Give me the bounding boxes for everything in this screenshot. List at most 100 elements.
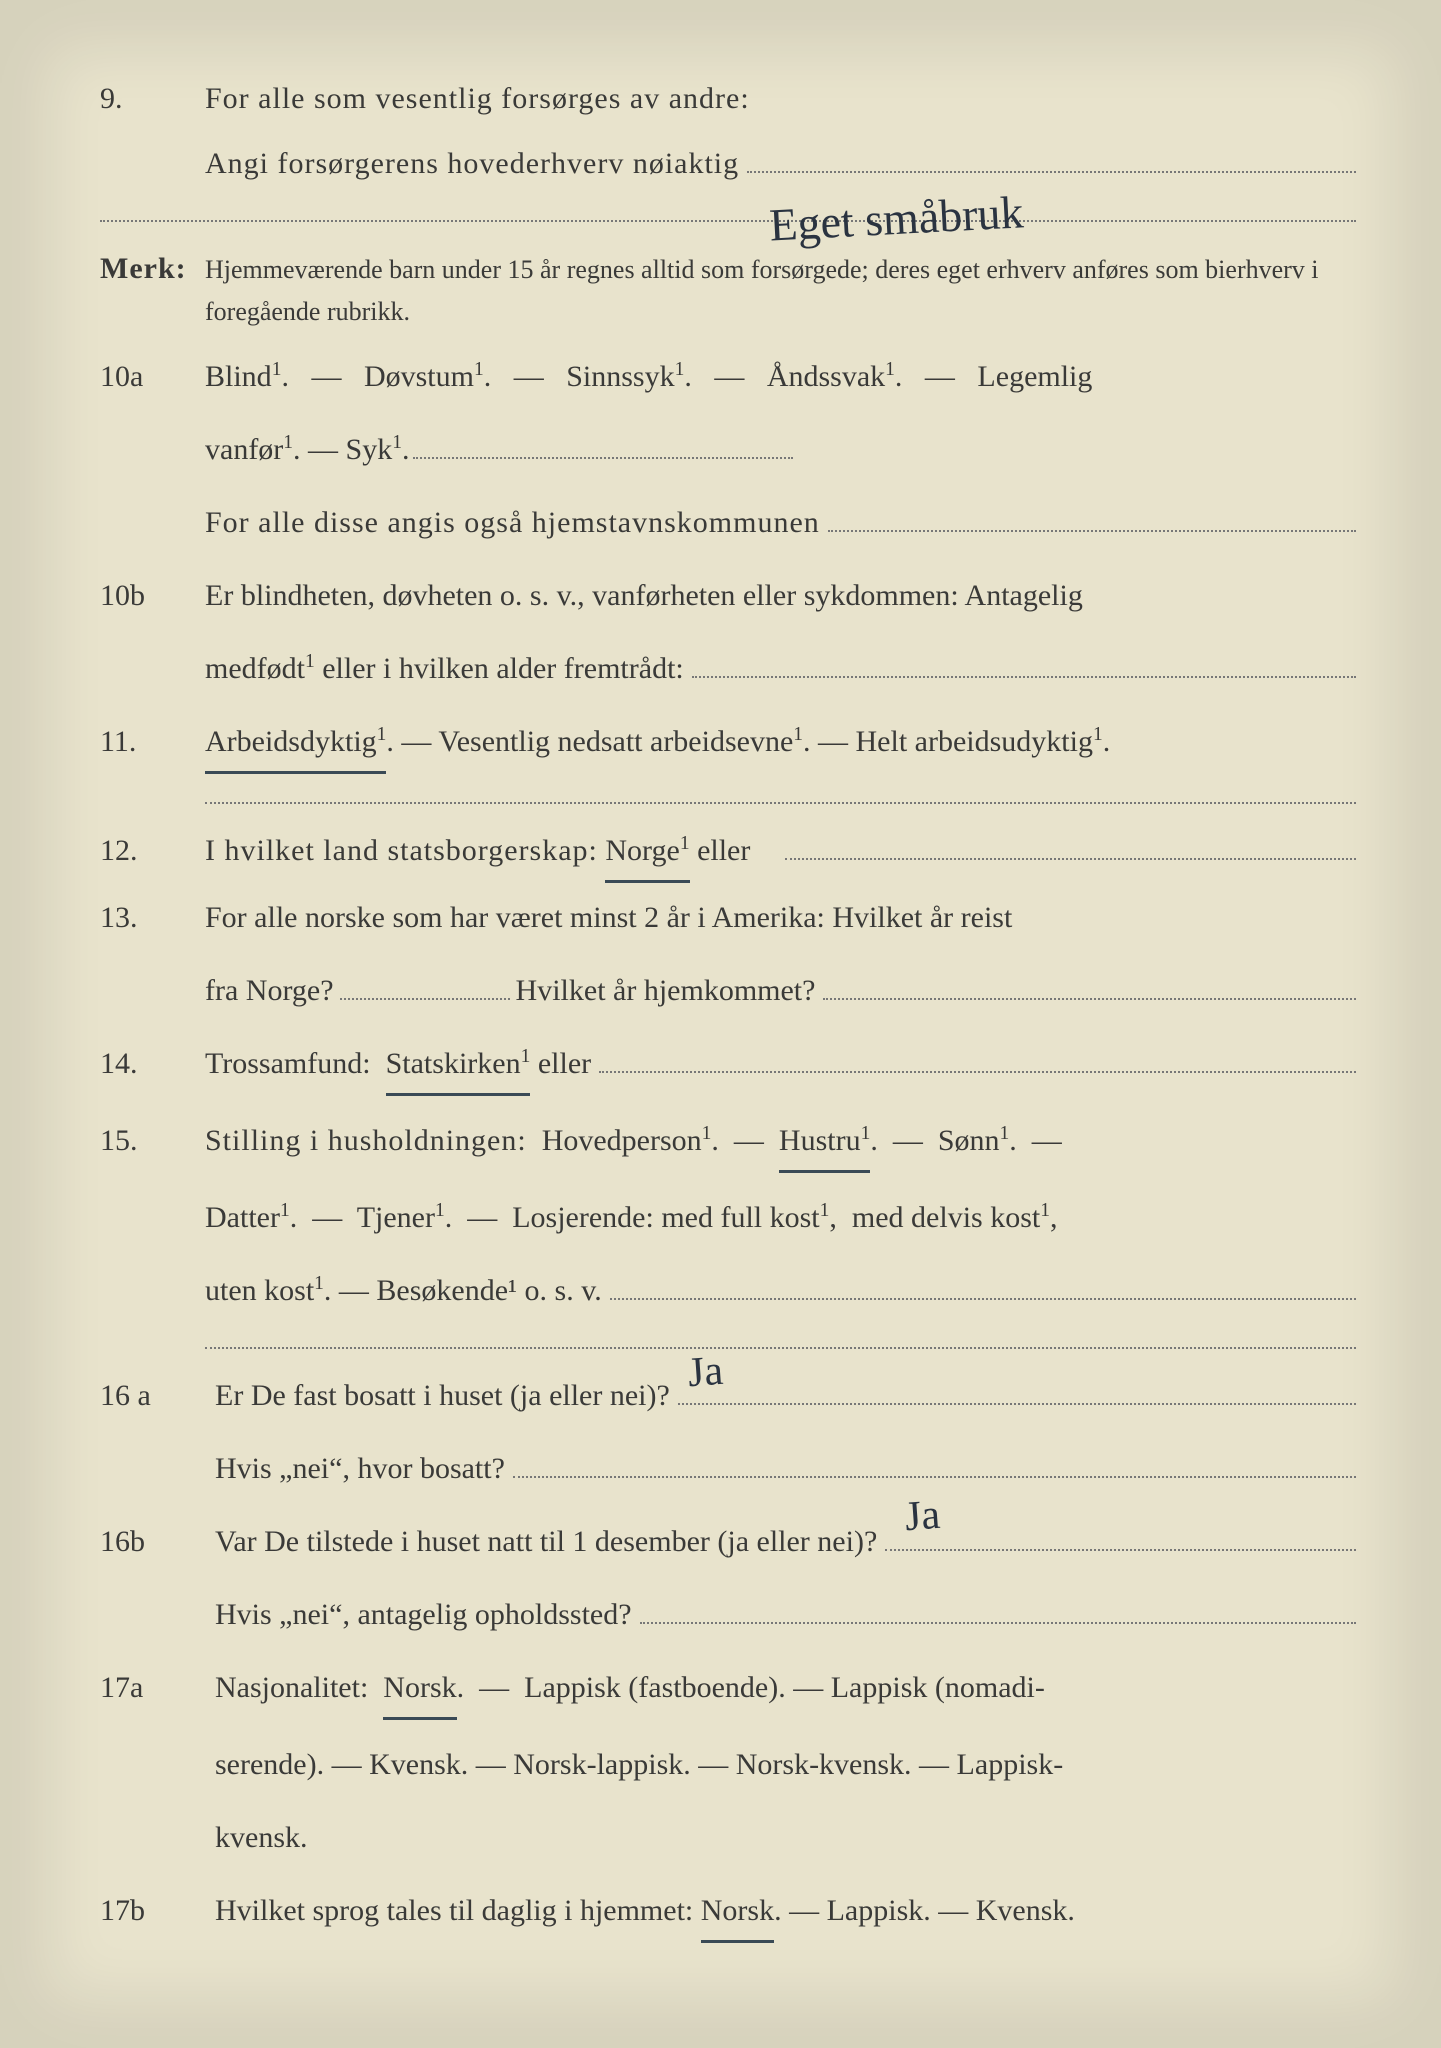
question-11: 11. Arbeidsdyktig1. — Vesentlig nedsatt … xyxy=(100,713,1356,774)
opt-tjener[interactable]: Tjener1. xyxy=(357,1201,453,1234)
q9-line1: For alle som vesentlig forsørges av andr… xyxy=(205,70,1356,127)
q16a-line2: Hvis „nei“, hvor bosatt? xyxy=(215,1440,505,1497)
q10b-line1: Er blindheten, døvheten o. s. v., vanfør… xyxy=(205,567,1356,624)
opt-legemlig[interactable]: Legemlig xyxy=(977,360,1092,393)
opt-arbeidsdyktig[interactable]: Arbeidsdyktig1 xyxy=(205,713,386,774)
q16a-line2-row: Hvis „nei“, hvor bosatt? xyxy=(100,1440,1356,1497)
q9-answer-field[interactable]: Eget småbruk xyxy=(747,171,1356,173)
q16b-answer: Ja xyxy=(903,1476,943,1558)
opt-udyktig[interactable]: Helt arbeidsudyktig1. xyxy=(856,725,1111,758)
fill-line[interactable] xyxy=(828,530,1356,532)
q16a-question: Er De fast bosatt i huset (ja eller nei)… xyxy=(215,1367,670,1424)
q10a-line2: vanfør1. — Syk1. xyxy=(100,421,1356,478)
q10b-line2: medfødt1 eller i hvilken alder fremtrådt… xyxy=(205,640,684,697)
q10a-number: 10a xyxy=(100,348,205,405)
q17b-body: Hvilket sprog tales til daglig i hjemmet… xyxy=(215,1882,1356,1943)
question-10b: 10b Er blindheten, døvheten o. s. v., va… xyxy=(100,567,1356,624)
q16a-number: 16 a xyxy=(100,1367,215,1424)
q16a-answer-field[interactable]: Ja xyxy=(678,1403,1356,1405)
q16b-line2-row: Hvis „nei“, antagelig opholdssted? xyxy=(100,1586,1356,1643)
q10b-number: 10b xyxy=(100,567,205,624)
opt-statskirken[interactable]: Statskirken1 xyxy=(386,1035,531,1096)
q16a-answer: Ja xyxy=(685,1332,725,1414)
q16b-question: Var De tilstede i huset natt til 1 desem… xyxy=(215,1513,877,1570)
opt-nedsatt[interactable]: Vesentlig nedsatt arbeidsevne1. xyxy=(438,725,810,758)
question-13: 13. For alle norske som har været minst … xyxy=(100,889,1356,946)
divider xyxy=(100,220,1356,222)
q12-number: 12. xyxy=(100,822,205,879)
q15-line1: Stilling i husholdningen: Hovedperson1. … xyxy=(205,1112,1356,1173)
or-text: eller xyxy=(538,1035,591,1092)
fill-line[interactable] xyxy=(413,429,793,459)
q15-number: 15. xyxy=(100,1112,205,1169)
q12-body: I hvilket land statsborgerskap: Norge1 e… xyxy=(205,822,777,883)
question-15: 15. Stilling i husholdningen: Hovedperso… xyxy=(100,1112,1356,1173)
opt-datter[interactable]: Datter1. xyxy=(205,1201,297,1234)
opt-besokende[interactable]: Besøkende¹ o. s. v. xyxy=(376,1262,601,1319)
q13-hjemkommet: Hvilket år hjemkommet? xyxy=(516,962,816,1019)
q14-number: 14. xyxy=(100,1035,205,1092)
q11-body: Arbeidsdyktig1. — Vesentlig nedsatt arbe… xyxy=(205,713,1356,774)
opt-hovedperson[interactable]: Hovedperson1. xyxy=(542,1124,719,1157)
fill-line[interactable] xyxy=(785,858,1357,860)
q14-label: Trossamfund: xyxy=(205,1035,371,1092)
fill-line[interactable] xyxy=(692,676,1356,678)
q12-label: I hvilket land statsborgerskap: xyxy=(205,834,598,867)
question-16a: 16 a Er De fast bosatt i huset (ja eller… xyxy=(100,1367,1356,1424)
opt-losjerende-full[interactable]: Losjerende: med full kost1, xyxy=(512,1201,837,1234)
q17a-line1: Nasjonalitet: Norsk. — Lappisk (fastboen… xyxy=(215,1659,1356,1720)
or-text: eller xyxy=(697,834,750,867)
q17a-number: 17a xyxy=(100,1659,215,1716)
opt-norsk[interactable]: Norsk xyxy=(383,1659,456,1720)
question-16b: 16b Var De tilstede i huset natt til 1 d… xyxy=(100,1513,1356,1570)
q13-line1: For alle norske som har været minst 2 år… xyxy=(205,889,1356,946)
divider xyxy=(205,1347,1356,1349)
opt-norge[interactable]: Norge1 xyxy=(605,822,689,883)
q10a-line3: For alle disse angis også hjemstavnskomm… xyxy=(205,494,820,551)
opt-uten-kost[interactable]: uten kost1. xyxy=(205,1262,331,1319)
q17a-line2: serende). — Kvensk. — Norsk-lappisk. — N… xyxy=(100,1736,1356,1793)
q10a-line1: Blind1. — Døvstum1. — Sinnssyk1. — Åndss… xyxy=(205,348,1356,405)
merk-label: Merk: xyxy=(100,240,205,297)
question-17a: 17a Nasjonalitet: Norsk. — Lappisk (fast… xyxy=(100,1659,1356,1720)
q17b-rest: — Lappisk. — Kvensk. xyxy=(789,1894,1075,1927)
opt-vanfor[interactable]: vanfør1. xyxy=(205,421,301,478)
fill-line[interactable] xyxy=(599,1071,1356,1073)
q9-answer: Eget småbruk xyxy=(767,168,1021,183)
opt-dovstum[interactable]: Døvstum1. xyxy=(364,360,491,393)
question-17b: 17b Hvilket sprog tales til daglig i hje… xyxy=(100,1882,1356,1943)
q17a-label: Nasjonalitet: xyxy=(215,1671,368,1704)
opt-sinnssyk[interactable]: Sinnssyk1. xyxy=(566,360,692,393)
divider xyxy=(205,802,1356,804)
question-10a: 10a Blind1. — Døvstum1. — Sinnssyk1. — Å… xyxy=(100,348,1356,405)
opt-hustru[interactable]: Hustru1 xyxy=(779,1112,870,1173)
q13-number: 13. xyxy=(100,889,205,946)
q9-line2-row: Angi forsørgerens hovederhverv nøiaktig … xyxy=(100,135,1356,192)
opt-norsk-lang[interactable]: Norsk xyxy=(701,1882,774,1943)
q15-line3: uten kost1. — Besøkende¹ o. s. v. xyxy=(100,1262,1356,1319)
opt-sonn[interactable]: Sønn1. xyxy=(938,1124,1017,1157)
question-12: 12. I hvilket land statsborgerskap: Norg… xyxy=(100,822,1356,883)
opt-andssvak[interactable]: Åndssvak1. xyxy=(767,360,903,393)
opt-losjerende-delvis[interactable]: med delvis kost1, xyxy=(852,1201,1058,1234)
q13-line2-row: fra Norge? Hvilket år hjemkommet? xyxy=(100,962,1356,1019)
q15-label: Stilling i husholdningen: xyxy=(205,1124,527,1157)
fill-year-return[interactable] xyxy=(823,998,1356,1000)
census-form-page: 9. For alle som vesentlig forsørges av a… xyxy=(0,0,1441,2048)
fill-line[interactable] xyxy=(610,1298,1356,1300)
question-14: 14. Trossamfund: Statskirken1 eller xyxy=(100,1035,1356,1096)
opt-syk[interactable]: Syk1. xyxy=(346,421,410,478)
q16b-answer-field[interactable]: Ja xyxy=(885,1549,1356,1551)
q16b-line2: Hvis „nei“, antagelig opholdssted? xyxy=(215,1586,632,1643)
merk-text: Hjemmeværende barn under 15 år regnes al… xyxy=(205,249,1356,332)
q17b-label: Hvilket sprog tales til daglig i hjemmet… xyxy=(215,1894,693,1927)
q11-number: 11. xyxy=(100,713,205,770)
fill-year-left[interactable] xyxy=(340,970,510,1000)
q17b-number: 17b xyxy=(100,1882,215,1939)
q13-fra-norge: fra Norge? xyxy=(205,962,334,1019)
opt-blind[interactable]: Blind1. xyxy=(205,360,289,393)
fill-line[interactable] xyxy=(640,1622,1356,1624)
q17a-rest-l1: Lappisk (fastboende). — Lappisk (nomadi- xyxy=(524,1671,1045,1704)
q10a-line3-row: For alle disse angis også hjemstavnskomm… xyxy=(100,494,1356,551)
q16b-number: 16b xyxy=(100,1513,215,1570)
